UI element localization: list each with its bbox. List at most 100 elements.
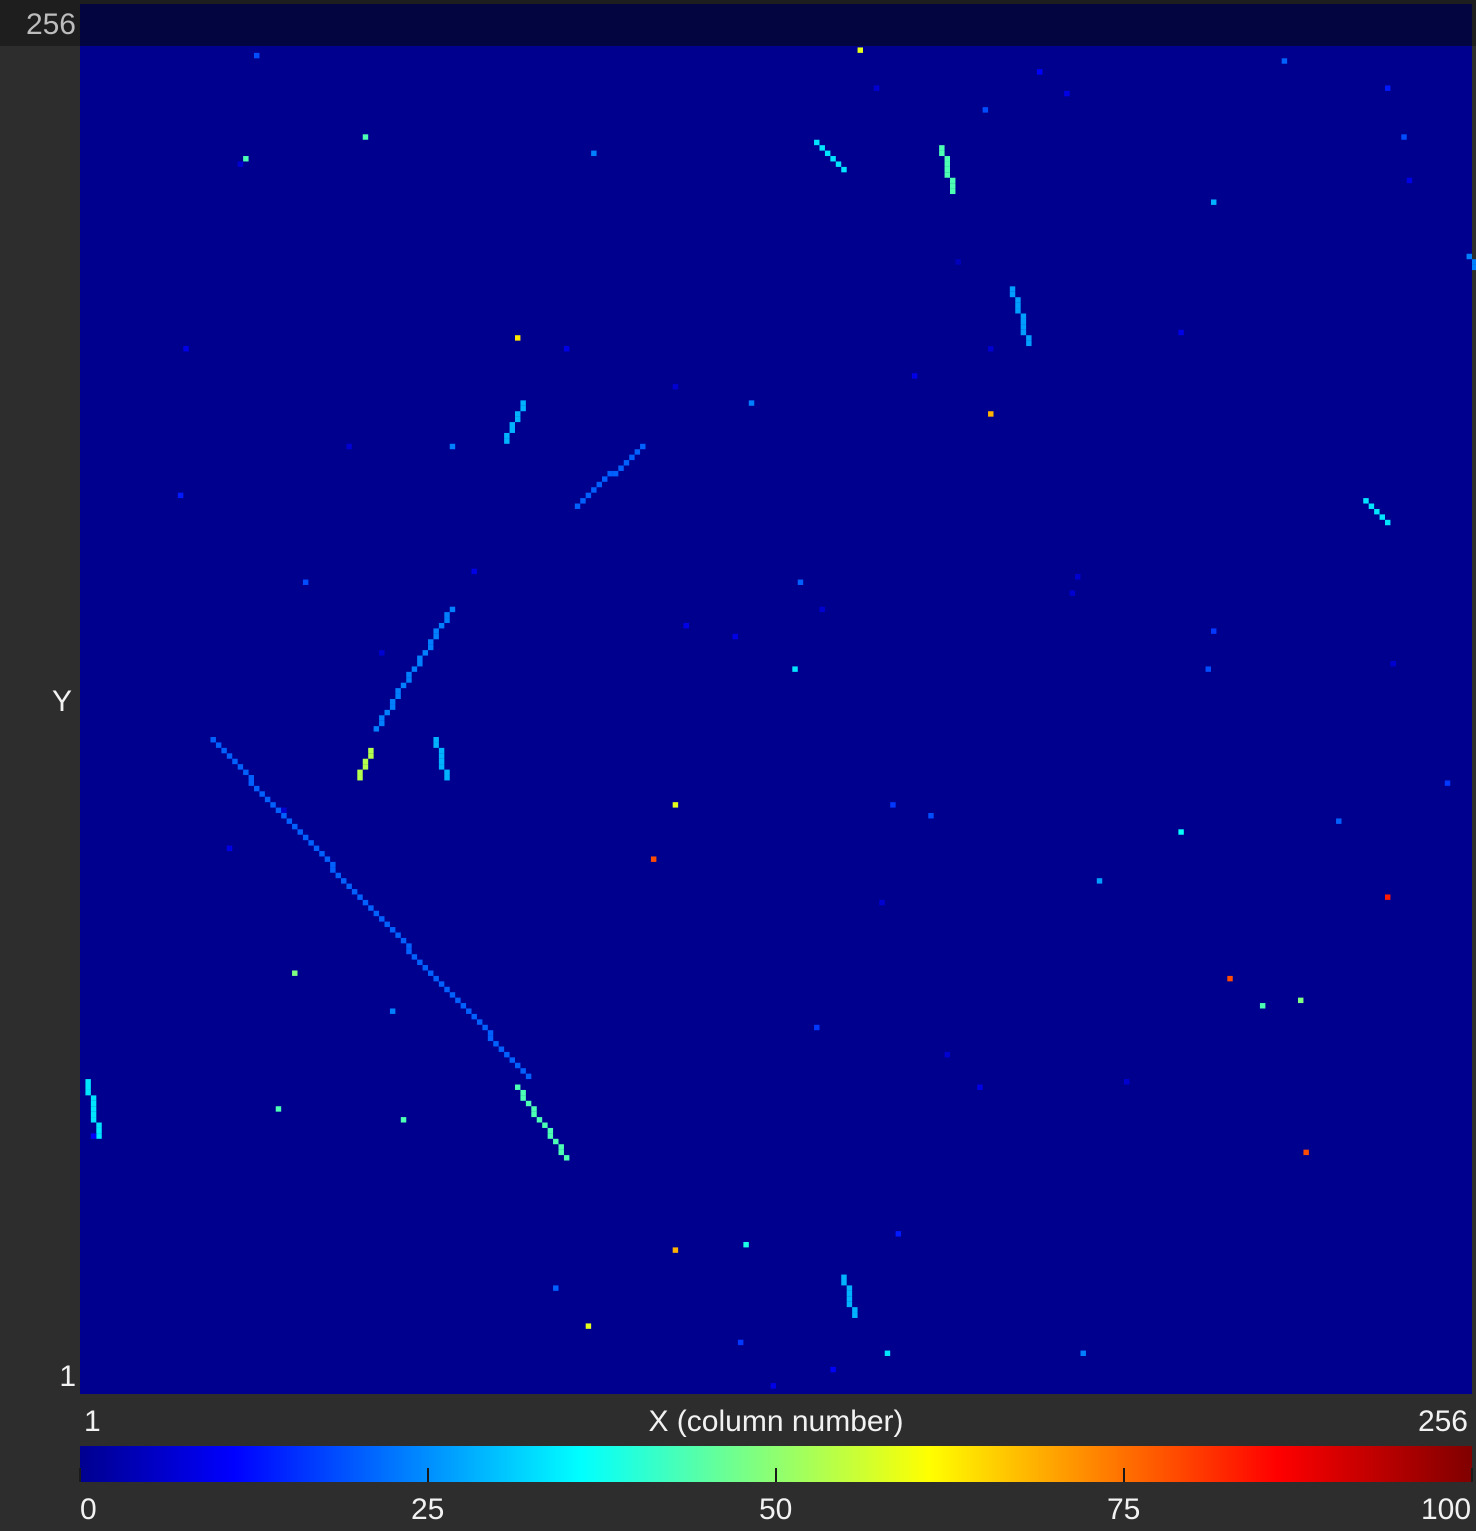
hit-pixel (389, 704, 396, 710)
hit-pixel (1096, 878, 1103, 884)
hit-pixel (90, 1100, 97, 1107)
hit-pixel (319, 851, 325, 857)
hit-pixel (1472, 259, 1476, 265)
hit-pixel (379, 916, 385, 922)
hit-pixel (1385, 519, 1391, 526)
hit-pixel (1009, 286, 1016, 292)
hit-pixel (928, 813, 934, 819)
hit-pixel (895, 1231, 902, 1237)
hit-pixel (1015, 308, 1021, 314)
hit-pixel (1379, 514, 1385, 520)
hit-pixel (563, 1155, 570, 1161)
hit-pixel (368, 747, 374, 754)
hit-pixel (406, 671, 412, 678)
hit-pixel (221, 747, 227, 754)
hit-pixel (515, 416, 521, 423)
hit-pixel (362, 764, 369, 770)
hit-pixel (422, 650, 428, 656)
hit-pixel (596, 481, 602, 488)
hit-pixel (406, 943, 412, 949)
hit-pixel (379, 650, 385, 656)
hit-pixel (547, 1133, 554, 1139)
hit-pixel (324, 856, 331, 862)
hit-pixel (1020, 329, 1027, 336)
hit-pixel (379, 720, 385, 727)
hit-pixel (362, 899, 369, 906)
hit-pixel (1015, 302, 1021, 309)
hit-pixel (215, 742, 222, 748)
hit-pixel (515, 1084, 521, 1090)
hit-pixel (226, 753, 233, 759)
hit-pixel (852, 1307, 858, 1313)
hit-pixel (438, 764, 445, 770)
hit-pixel (515, 411, 521, 417)
hit-pixel (357, 775, 363, 781)
hit-pixel (1069, 590, 1076, 596)
hit-pixel (379, 715, 385, 721)
hit-pixel (591, 487, 597, 493)
hit-pixel (254, 52, 260, 59)
hit-pixel (254, 785, 260, 792)
hit-pixel (1227, 975, 1233, 982)
hit-pixel (591, 150, 597, 157)
hit-pixel (449, 992, 456, 998)
hit-pixel (846, 1285, 853, 1291)
hit-pixel (1026, 340, 1032, 347)
hit-pixel (504, 438, 510, 444)
hit-pixel (406, 677, 412, 683)
hit-pixel (623, 460, 630, 466)
hit-pixel (792, 666, 798, 672)
hit-pixel (574, 503, 581, 509)
x-max-tick: 256 (1417, 1405, 1468, 1438)
hit-pixel (346, 443, 352, 450)
hit-pixel (977, 1084, 983, 1090)
hit-pixel (460, 1003, 467, 1009)
hit-pixel (830, 156, 836, 162)
hit-pixel (281, 807, 287, 814)
plot-top-shade (80, 4, 1472, 46)
hit-pixel (281, 813, 287, 819)
hit-pixel (183, 346, 189, 352)
hit-pixel (243, 156, 249, 162)
hit-pixel (1281, 58, 1288, 64)
hit-pixel (509, 1057, 515, 1063)
y-min-tick: 1 (59, 1360, 76, 1393)
hit-pixel (955, 259, 961, 265)
hit-pixel (1374, 508, 1380, 515)
hit-pixel (498, 1046, 505, 1052)
hit-pixel (509, 427, 515, 433)
hit-pixel (389, 927, 396, 933)
hit-pixel (585, 492, 592, 499)
colorbar-tick-label: 25 (411, 1493, 445, 1526)
hit-pixel (1009, 291, 1016, 298)
hit-pixel (226, 845, 233, 852)
hit-pixel (515, 335, 521, 341)
hit-pixel (950, 177, 956, 184)
hit-pixel (476, 1019, 483, 1025)
hit-pixel (509, 422, 515, 428)
hit-pixel (814, 1024, 820, 1031)
hit-pixel (275, 807, 282, 814)
hit-pixel (1015, 297, 1021, 303)
hit-pixel (373, 910, 380, 917)
hit-pixel (612, 470, 619, 477)
hit-pixel (1124, 1079, 1130, 1085)
hit-pixel (433, 742, 439, 748)
hit-pixel (351, 889, 358, 895)
hit-pixel (1178, 329, 1184, 336)
hit-pixel (939, 150, 945, 157)
hit-pixel (346, 883, 352, 890)
hit-pixel (330, 861, 336, 868)
hit-pixel (542, 1122, 548, 1128)
hit-pixel (634, 449, 641, 455)
hit-pixel (357, 894, 363, 900)
hit-pixel (384, 921, 390, 928)
hit-pixel (672, 802, 679, 808)
hit-pixel (1037, 69, 1043, 75)
hit-pixel (830, 1366, 836, 1373)
hit-pixel (471, 568, 477, 575)
colorbar-ticks (79, 1468, 1473, 1482)
hit-pixel (400, 937, 407, 944)
hit-pixel (525, 1100, 532, 1107)
